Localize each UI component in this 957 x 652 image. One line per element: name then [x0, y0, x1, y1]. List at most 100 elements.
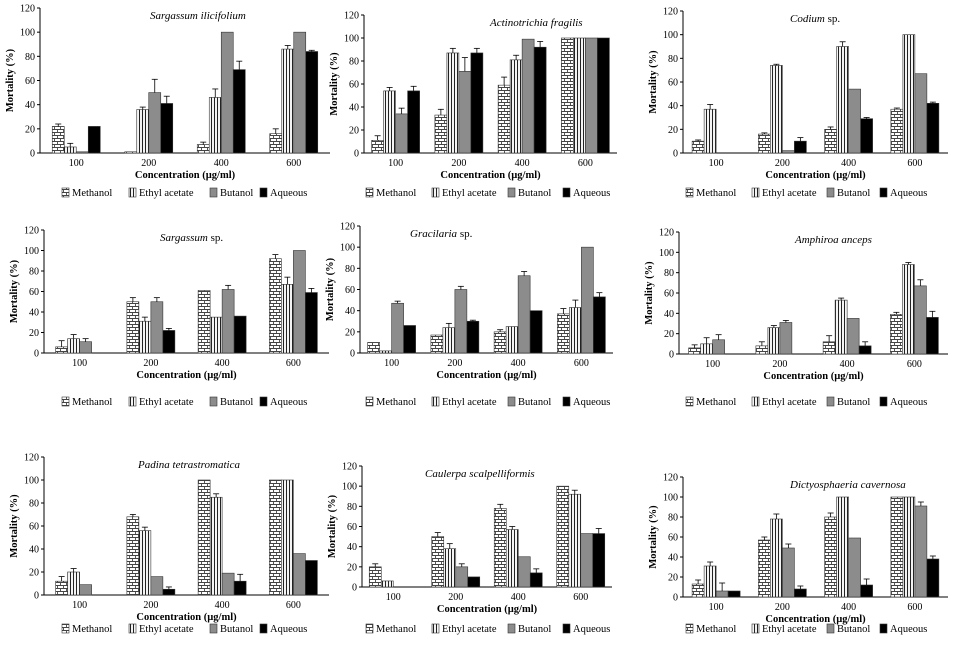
bar-ethyl-acetate [573, 37, 586, 154]
bar-ethyl-acetate [63, 146, 77, 154]
y-tick-label: 120 [340, 222, 355, 233]
y-tick-label: 20 [347, 562, 357, 573]
bar-ethyl-acetate [703, 565, 717, 598]
legend-label: Ethyl acetate [442, 188, 497, 199]
bar-aqueous [470, 52, 484, 154]
chart-title-part: Sargassum ilicifolium [150, 10, 246, 22]
y-tick-label: 100 [24, 246, 39, 257]
x-tick-label: 400 [840, 359, 855, 370]
y-axis-label: Mortality (%) [5, 48, 16, 112]
y-tick-label: 80 [349, 57, 359, 68]
legend-swatch [826, 396, 835, 407]
y-axis-label: Mortality (%) [329, 52, 340, 116]
y-tick-label: 80 [29, 267, 39, 278]
bar-methanol [430, 334, 444, 354]
bar-methanol [824, 129, 837, 154]
y-tick-label: 0 [350, 349, 355, 360]
x-axis-label: Concentration (µg/ml) [136, 370, 237, 381]
bar-ethyl-acetate [281, 48, 295, 154]
legend-swatch [826, 187, 835, 198]
bar-methanol [493, 508, 507, 588]
legend-swatch [562, 396, 571, 407]
y-axis-label: Mortality (%) [9, 494, 20, 558]
legend-label: Ethyl acetate [762, 624, 817, 635]
y-tick-label: 100 [24, 476, 39, 487]
x-tick-label: 400 [511, 592, 526, 603]
y-tick-label: 100 [659, 248, 674, 259]
y-tick-label: 40 [349, 103, 359, 114]
y-tick-label: 0 [673, 149, 678, 160]
bar-butanol [521, 38, 535, 154]
y-tick-label: 60 [668, 78, 678, 89]
bar-methanol [55, 580, 68, 596]
y-tick-label: 100 [344, 34, 359, 45]
legend-swatch [431, 396, 440, 407]
bar-butanol [715, 590, 729, 598]
legend-label: Methanol [696, 397, 736, 408]
x-axis-label: Concentration (µg/ml) [765, 614, 866, 625]
bar-ethyl-acetate [136, 109, 150, 154]
x-axis-label: Concentration (µg/ml) [136, 612, 237, 623]
bar-methanol [196, 144, 210, 154]
y-tick-label: 80 [347, 502, 357, 513]
bar-methanol [556, 485, 570, 588]
legend-label: Aqueous [573, 397, 610, 408]
y-tick-label: 60 [29, 287, 39, 298]
legend-swatch [507, 187, 516, 198]
x-axis-label: Concentration (µg/ml) [765, 170, 866, 181]
bar-methanol [269, 133, 283, 154]
bar-ethyl-acetate [281, 479, 294, 596]
bar-aqueous [529, 572, 543, 588]
bar-methanol [755, 345, 769, 355]
bar-methanol [51, 126, 65, 154]
y-tick-label: 0 [34, 349, 39, 360]
y-tick-label: 40 [664, 309, 674, 320]
legend-swatch [61, 396, 70, 407]
bar-ethyl-acetate [138, 320, 152, 354]
chart-panel: 0 20 40 60 80 100 120 Mortality (%) 100 200 400 600… [9, 226, 329, 408]
chart-title-part: sp. [825, 13, 841, 25]
legend-label: Aqueous [573, 188, 610, 199]
bar-methanol [691, 140, 705, 154]
legend-label: Methanol [72, 624, 112, 635]
bar-methanol [431, 536, 445, 588]
bar-methanol [197, 479, 211, 596]
legend-label: Methanol [696, 188, 736, 199]
legend-swatch [209, 623, 218, 634]
y-tick-label: 0 [30, 149, 35, 160]
legend-swatch [685, 396, 694, 407]
bar-ethyl-acetate [208, 97, 222, 154]
bar-butanol [914, 73, 928, 154]
bar-methanol [691, 583, 705, 598]
chart-title: Amphiroa anceps [794, 234, 872, 246]
bar-butanol [782, 150, 795, 154]
bar-ethyl-acetate [442, 327, 456, 354]
bar-methanol [269, 479, 282, 596]
y-tick-label: 60 [347, 522, 357, 533]
legend-label: Aqueous [270, 188, 307, 199]
legend-swatch [826, 623, 835, 634]
bar-butanol [150, 576, 164, 596]
y-tick-label: 0 [34, 591, 39, 602]
bar-butanol [79, 584, 92, 596]
legend-swatch [751, 623, 760, 634]
legend-swatch [259, 396, 268, 407]
bar-butanol [779, 322, 793, 355]
bar-ethyl-acetate [281, 284, 294, 354]
bar-aqueous [597, 37, 610, 154]
legend-swatch [365, 187, 374, 198]
legend-label: Methanol [376, 624, 416, 635]
y-axis-label: Mortality (%) [648, 505, 659, 569]
x-tick-label: 200 [447, 358, 462, 369]
bar-ethyl-acetate [509, 59, 523, 154]
bar-aqueous [160, 103, 174, 154]
y-tick-label: 20 [668, 573, 678, 584]
legend-swatch [365, 623, 374, 634]
bar-methanol [434, 114, 448, 154]
bar-aqueous [233, 315, 247, 354]
bar-butanol [221, 289, 235, 354]
bar-butanol [79, 341, 92, 354]
legend-swatch [751, 187, 760, 198]
bar-butanol [150, 301, 164, 354]
